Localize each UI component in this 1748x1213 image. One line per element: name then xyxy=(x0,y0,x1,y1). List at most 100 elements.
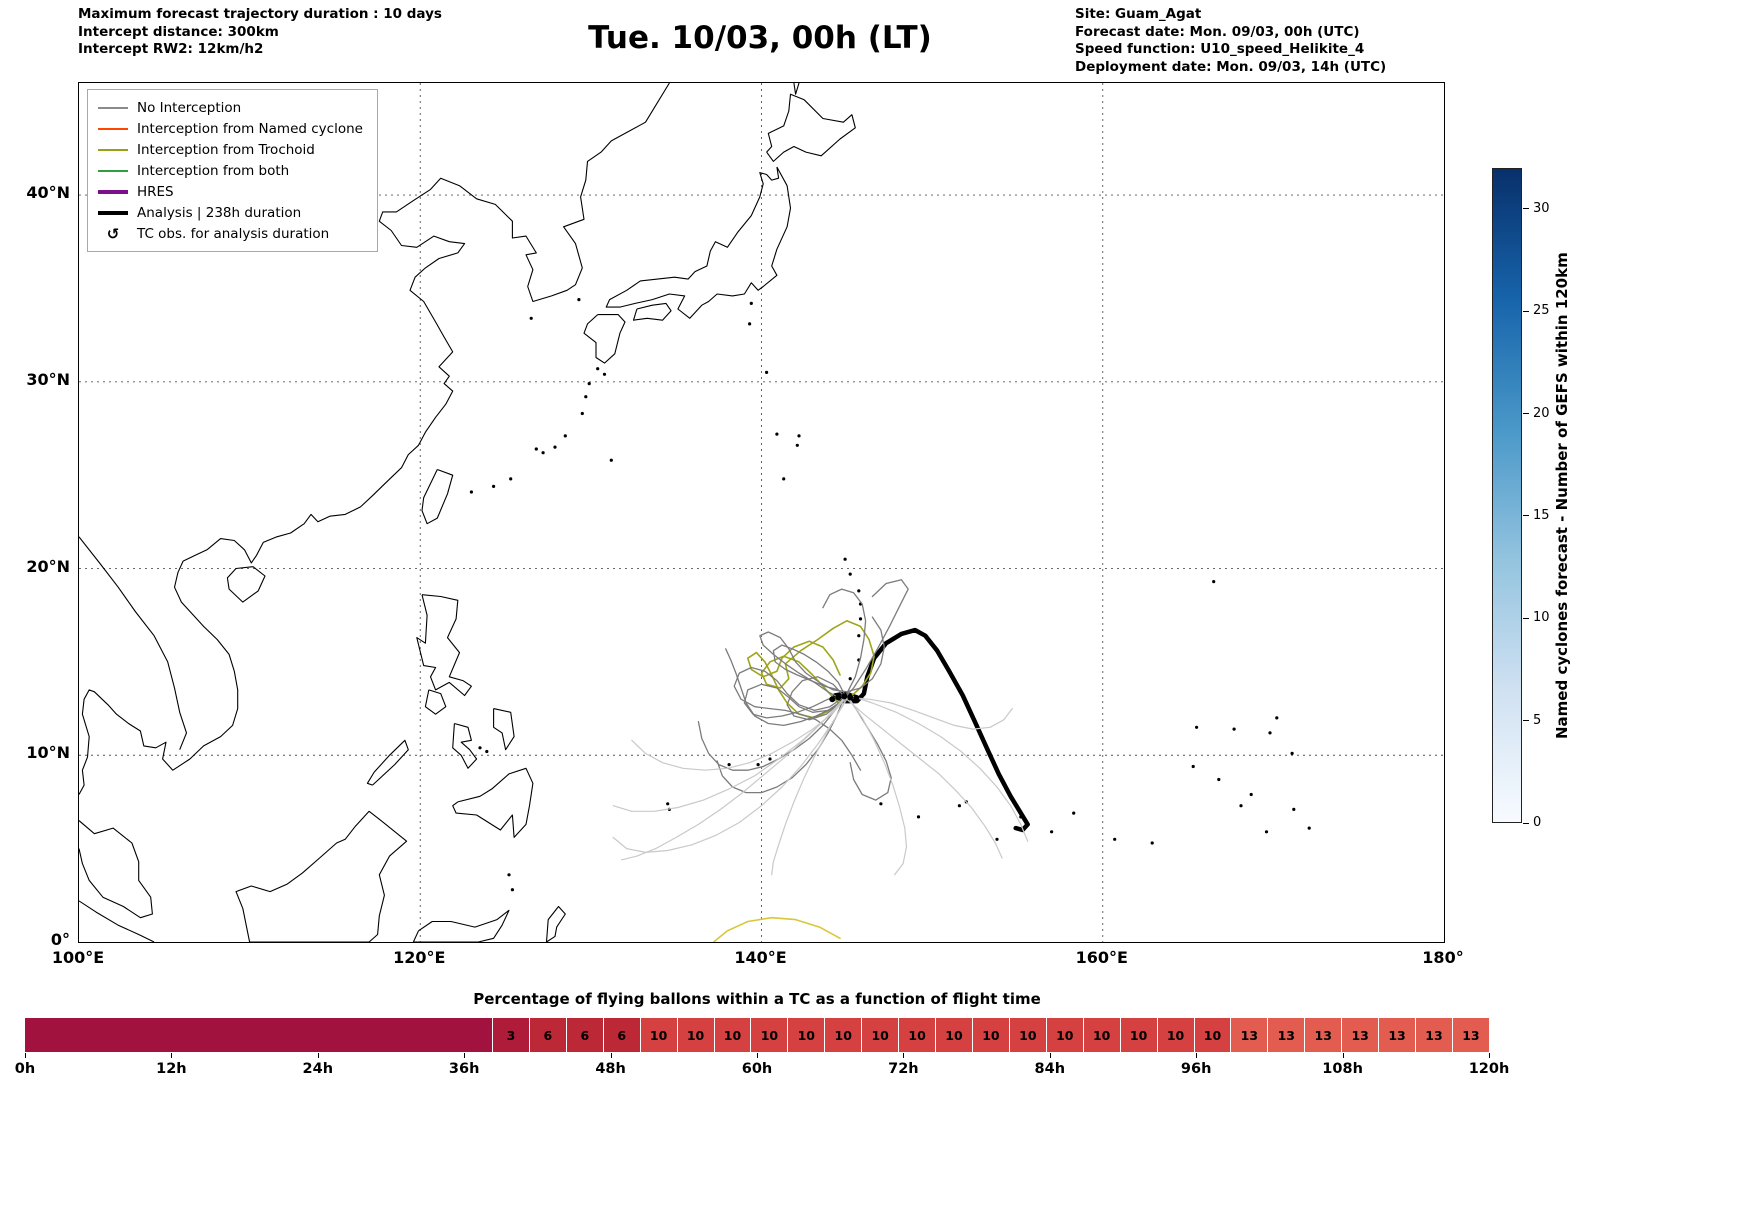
flight-time-axis: 0h 12h 24h 36h 48h 60h 72h 84h 96h 108h 120h xyxy=(15,1053,1509,1083)
island-dot xyxy=(1292,807,1296,812)
trajectory-faint-3 xyxy=(612,698,848,854)
flight-bar-segment xyxy=(168,1018,205,1052)
flight-axis-tick xyxy=(171,1053,173,1058)
flight-bar-segment xyxy=(25,1018,61,1052)
island-dot xyxy=(879,802,883,806)
coastline xyxy=(793,83,800,95)
colorbar: 0 5 10 15 20 25 30 Named cyclones forecast - N… xyxy=(1492,168,1632,830)
coastline xyxy=(416,594,472,697)
flight-bar-segment: 13 xyxy=(1230,1018,1268,1052)
flight-axis-tick xyxy=(1196,1053,1198,1058)
island-dot xyxy=(587,382,591,386)
island-dot xyxy=(1150,841,1154,845)
trajectory-faint-8 xyxy=(849,694,1029,842)
colorbar-tick xyxy=(1523,822,1529,824)
coastline xyxy=(605,166,792,319)
island-dot xyxy=(957,804,962,808)
flight-bar-segment: 10 xyxy=(713,1018,751,1052)
coastline xyxy=(226,566,266,603)
island-dot xyxy=(795,443,799,447)
flight-bar-segment: 10 xyxy=(1082,1018,1120,1052)
island-dot xyxy=(765,370,769,374)
legend-line-swatch xyxy=(98,127,128,130)
island-dot xyxy=(666,802,670,806)
tc-obs-icon: ↺ xyxy=(106,224,120,243)
flight-bar-segment: 10 xyxy=(935,1018,972,1052)
coastline xyxy=(79,900,155,942)
trajectory-no-intercept-6 xyxy=(822,588,867,695)
flight-axis-tick xyxy=(1342,1053,1344,1058)
island-dot xyxy=(510,888,514,892)
flight-bar-segment xyxy=(276,1018,313,1052)
island-dot xyxy=(858,617,863,621)
coastline xyxy=(424,689,447,715)
flight-bar-segment xyxy=(60,1018,97,1052)
flight-axis-label: 108h xyxy=(1322,1061,1363,1077)
trajectory-faint-1 xyxy=(620,698,845,861)
speed-function-line: Speed function: U10_speed_Helikite_4 xyxy=(1075,41,1365,57)
legend-line-swatch xyxy=(98,106,128,109)
island-dot xyxy=(596,367,600,371)
lat-tick-label: 20°N xyxy=(26,556,70,576)
island-dot xyxy=(1290,751,1294,756)
island-dot xyxy=(584,395,588,399)
colorbar-tick-label: 0 xyxy=(1533,815,1542,830)
flight-bar-segment: 10 xyxy=(676,1018,714,1052)
legend-item-obs: ↺ TC obs. for analysis duration xyxy=(98,223,363,244)
coastline xyxy=(366,739,409,786)
tc-obs-marker xyxy=(847,694,854,701)
legend-label: Interception from Named cyclone xyxy=(137,120,363,137)
trajectory-no-intercept-3 xyxy=(725,648,846,727)
colorbar-tick xyxy=(1523,208,1529,210)
island-dot xyxy=(1217,777,1221,782)
flight-bar-segment: 10 xyxy=(1119,1018,1157,1052)
lon-tick-label: 160°E xyxy=(1075,948,1128,967)
legend-label: Interception from Trochoid xyxy=(137,141,315,158)
deployment-date-line: Deployment date: Mon. 09/03, 14h (UTC) xyxy=(1075,58,1387,75)
trajectory-faint-2 xyxy=(612,696,846,812)
legend-item: Interception from both xyxy=(98,160,363,181)
flight-bar-segment: 10 xyxy=(1193,1018,1231,1052)
legend-item: Interception from Trochoid xyxy=(98,139,363,160)
island-dot xyxy=(995,837,999,841)
flight-axis-label: 36h xyxy=(448,1061,480,1077)
colorbar-tick-label: 15 xyxy=(1533,507,1550,523)
colorbar-tick-label: 10 xyxy=(1533,610,1550,626)
legend-item: Analysis | 238h duration xyxy=(98,202,363,223)
map-canvas xyxy=(79,83,1444,942)
flight-bar-segment: 13 xyxy=(1378,1018,1416,1052)
lat-tick-label: 0° xyxy=(50,930,70,949)
trajectory-faint-6 xyxy=(771,700,846,876)
colorbar-tick xyxy=(1523,310,1529,312)
trajectory-no-intercept-4 xyxy=(846,694,892,801)
flight-bar-segment: 13 xyxy=(1341,1018,1379,1052)
legend-line-swatch xyxy=(98,189,128,194)
island-dot xyxy=(843,557,847,561)
legend-label: No Interception xyxy=(137,99,242,116)
forecast-date-line: Forecast date: Mon. 09/03, 00h (UTC) xyxy=(1075,23,1360,40)
island-dot xyxy=(534,447,538,451)
island-dot xyxy=(1264,830,1269,834)
flight-bar-segment xyxy=(420,1018,457,1052)
island-dot xyxy=(1307,826,1311,830)
flight-axis-tick xyxy=(25,1053,26,1058)
flight-bar-segment: 6 xyxy=(565,1018,603,1052)
flight-bar-segment xyxy=(312,1018,349,1052)
flight-axis-tick xyxy=(317,1053,319,1058)
flight-bar-segment: 10 xyxy=(1008,1018,1046,1052)
flight-axis-label: 96h xyxy=(1180,1061,1212,1077)
flight-axis-label: 48h xyxy=(595,1061,626,1077)
header-left-line-1: Maximum forecast trajectory duration : 1… xyxy=(78,6,442,22)
tc-obs-marker xyxy=(829,696,836,703)
trajectory-no-intercept-8 xyxy=(716,698,845,794)
flight-axis-label: 72h xyxy=(888,1061,919,1077)
island-dot xyxy=(563,434,567,438)
flight-bar-segment: 13 xyxy=(1267,1018,1305,1052)
flight-bar-segment: 10 xyxy=(1045,1018,1083,1052)
coastline xyxy=(79,820,153,919)
legend-item: Interception from Named cyclone xyxy=(98,118,363,139)
island-dot xyxy=(848,677,852,681)
trajectory-analysis xyxy=(832,627,1030,833)
trajectory-faint-5 xyxy=(846,698,1003,859)
island-dot xyxy=(609,458,613,462)
